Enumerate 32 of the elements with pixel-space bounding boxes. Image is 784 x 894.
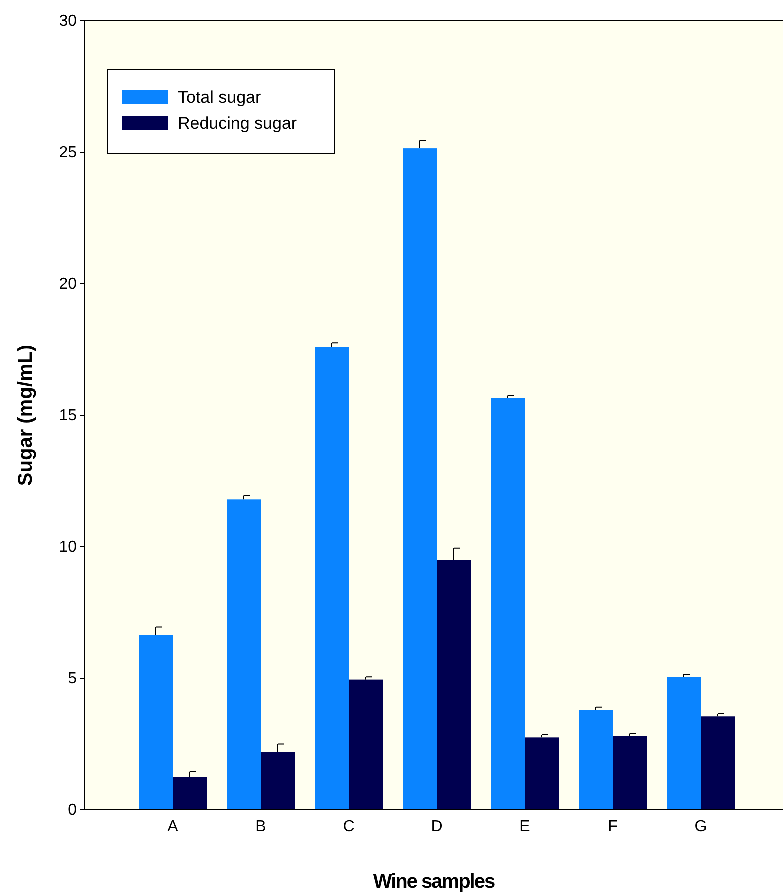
bar	[315, 347, 349, 810]
x-tick-label: D	[431, 818, 443, 836]
y-tick-label: 10	[59, 539, 78, 556]
x-tick-label: B	[256, 818, 266, 836]
x-tick-label: G	[694, 818, 708, 836]
bar	[701, 716, 735, 810]
y-tick-label: 20	[59, 276, 78, 294]
bar	[579, 710, 613, 810]
y-axis-title: Sugar (mg/mL)	[15, 344, 37, 486]
x-tick-label: F	[608, 818, 618, 836]
y-tick-label: 30	[59, 13, 78, 30]
bar	[525, 738, 559, 810]
bar	[613, 736, 647, 810]
bar	[139, 635, 173, 810]
y-tick-label: 15	[59, 408, 78, 425]
x-tick-label: E	[520, 818, 530, 836]
bar	[491, 398, 525, 810]
bar	[403, 148, 437, 810]
bar	[437, 560, 471, 810]
x-axis-title: Wine samples	[373, 871, 496, 893]
y-tick-label: 5	[68, 670, 78, 688]
bar	[261, 752, 295, 810]
bar	[173, 777, 207, 810]
legend-label: Total sugar	[178, 88, 262, 107]
legend-label: Reducing sugar	[178, 114, 298, 133]
x-tick-label: A	[168, 818, 179, 836]
y-tick-label: 0	[68, 802, 78, 820]
bar	[227, 500, 261, 810]
bar	[349, 680, 383, 810]
y-tick-label: 25	[59, 144, 78, 162]
bar	[667, 677, 701, 810]
x-tick-label: C	[343, 818, 355, 836]
